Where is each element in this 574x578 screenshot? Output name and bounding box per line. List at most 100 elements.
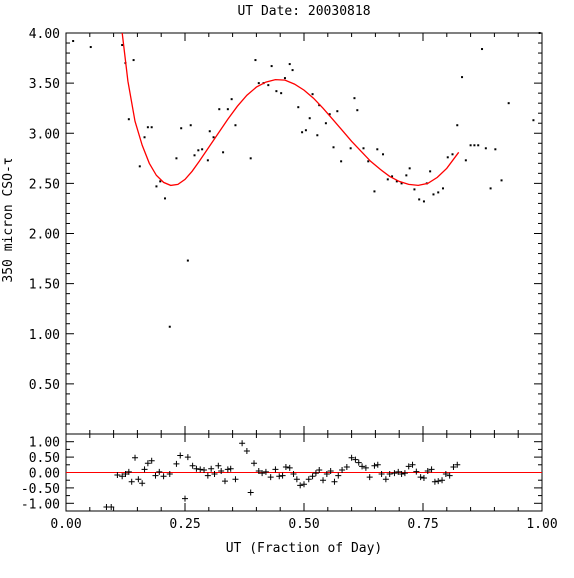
x-tick-label: 0.50 bbox=[288, 517, 319, 532]
data-point bbox=[464, 159, 467, 162]
residual-point bbox=[232, 476, 239, 483]
residual-point bbox=[428, 466, 435, 473]
data-point bbox=[212, 136, 215, 139]
residual-point bbox=[128, 478, 135, 485]
data-point bbox=[168, 325, 171, 328]
residual-point bbox=[417, 474, 424, 481]
residual-point bbox=[374, 461, 381, 468]
residual-point bbox=[446, 472, 453, 479]
data-point bbox=[155, 185, 158, 188]
data-point bbox=[288, 63, 291, 66]
y-tick-label: 1.00 bbox=[29, 328, 60, 343]
data-point bbox=[376, 148, 379, 151]
y-tick-label: 2.50 bbox=[29, 177, 60, 192]
data-point bbox=[473, 144, 476, 147]
residual-point bbox=[204, 472, 211, 479]
data-point bbox=[275, 90, 278, 93]
y-tick-label: 0.50 bbox=[29, 378, 60, 393]
data-point bbox=[254, 59, 257, 62]
data-point bbox=[340, 160, 343, 163]
data-point bbox=[150, 126, 153, 129]
data-point bbox=[304, 129, 307, 132]
residual-point bbox=[135, 476, 142, 483]
residual-point bbox=[215, 462, 222, 469]
residual-point bbox=[251, 460, 258, 467]
residual-y-tick-label: -0.50 bbox=[21, 482, 60, 497]
data-point bbox=[441, 187, 444, 190]
data-point bbox=[538, 32, 541, 34]
data-point bbox=[226, 108, 229, 111]
residual-point bbox=[327, 467, 334, 474]
data-point bbox=[189, 124, 192, 127]
residual-point bbox=[132, 454, 139, 461]
residual-point bbox=[259, 470, 266, 477]
residual-point bbox=[108, 503, 115, 510]
x-tick-label: 1.00 bbox=[526, 517, 557, 532]
data-point bbox=[230, 98, 233, 101]
y-tick-label: 1.50 bbox=[29, 278, 60, 293]
data-point bbox=[297, 106, 300, 109]
residual-point bbox=[405, 463, 412, 470]
data-point bbox=[127, 118, 130, 121]
data-point bbox=[201, 148, 204, 151]
residual-point bbox=[218, 467, 225, 474]
data-point bbox=[180, 127, 183, 130]
residual-point bbox=[125, 468, 132, 475]
residual-point bbox=[442, 471, 449, 478]
residual-point bbox=[371, 462, 378, 469]
data-point bbox=[132, 59, 135, 62]
residual-point bbox=[173, 460, 180, 467]
residual-point bbox=[243, 447, 250, 454]
residual-point bbox=[352, 456, 359, 463]
data-point bbox=[328, 113, 331, 116]
data-point bbox=[500, 179, 503, 182]
data-point bbox=[461, 76, 464, 79]
residual-y-tick-label: 0.00 bbox=[29, 467, 60, 482]
residual-point bbox=[398, 471, 405, 478]
residual-point bbox=[122, 471, 129, 478]
data-point bbox=[386, 178, 389, 181]
data-point bbox=[72, 40, 75, 43]
data-point bbox=[477, 144, 480, 147]
residual-point bbox=[450, 463, 457, 470]
data-point bbox=[186, 259, 189, 262]
data-point bbox=[408, 167, 411, 170]
residual-point bbox=[262, 468, 269, 475]
residual-point bbox=[420, 475, 427, 482]
residual-point bbox=[141, 466, 148, 473]
residual-point bbox=[166, 471, 173, 478]
residual-point bbox=[391, 470, 398, 477]
residual-point bbox=[435, 478, 442, 485]
residual-point bbox=[331, 478, 338, 485]
residual-point bbox=[211, 471, 218, 478]
residual-point bbox=[439, 477, 446, 484]
y-tick-label: 4.00 bbox=[29, 27, 60, 42]
residual-point bbox=[193, 465, 200, 472]
residual-point bbox=[144, 460, 151, 467]
residual-point bbox=[152, 472, 159, 479]
residual-point bbox=[335, 472, 342, 479]
data-point bbox=[318, 104, 321, 107]
residual-point bbox=[348, 454, 355, 461]
data-point bbox=[362, 147, 365, 150]
data-point bbox=[280, 92, 283, 95]
residual-point bbox=[454, 461, 461, 468]
residual-point bbox=[413, 468, 420, 475]
residual-point bbox=[139, 480, 146, 487]
y-tick-label: 3.50 bbox=[29, 77, 60, 92]
data-point bbox=[206, 159, 209, 162]
data-point bbox=[208, 130, 211, 133]
residual-point bbox=[362, 464, 369, 471]
residual-point bbox=[409, 461, 416, 468]
data-point bbox=[193, 154, 196, 157]
residual-point bbox=[224, 466, 231, 473]
x-tick-label: 0.75 bbox=[407, 517, 438, 532]
residual-point bbox=[401, 470, 408, 477]
residual-point bbox=[320, 477, 327, 484]
data-point bbox=[456, 124, 459, 127]
residual-plot: 0.00 0.25 0.50 0.75 1.001.000.500.00-0.50-1.… bbox=[21, 434, 558, 532]
residual-point bbox=[290, 471, 297, 478]
residual-point bbox=[316, 467, 323, 474]
residual-point bbox=[148, 457, 155, 464]
residual-point bbox=[276, 473, 283, 480]
